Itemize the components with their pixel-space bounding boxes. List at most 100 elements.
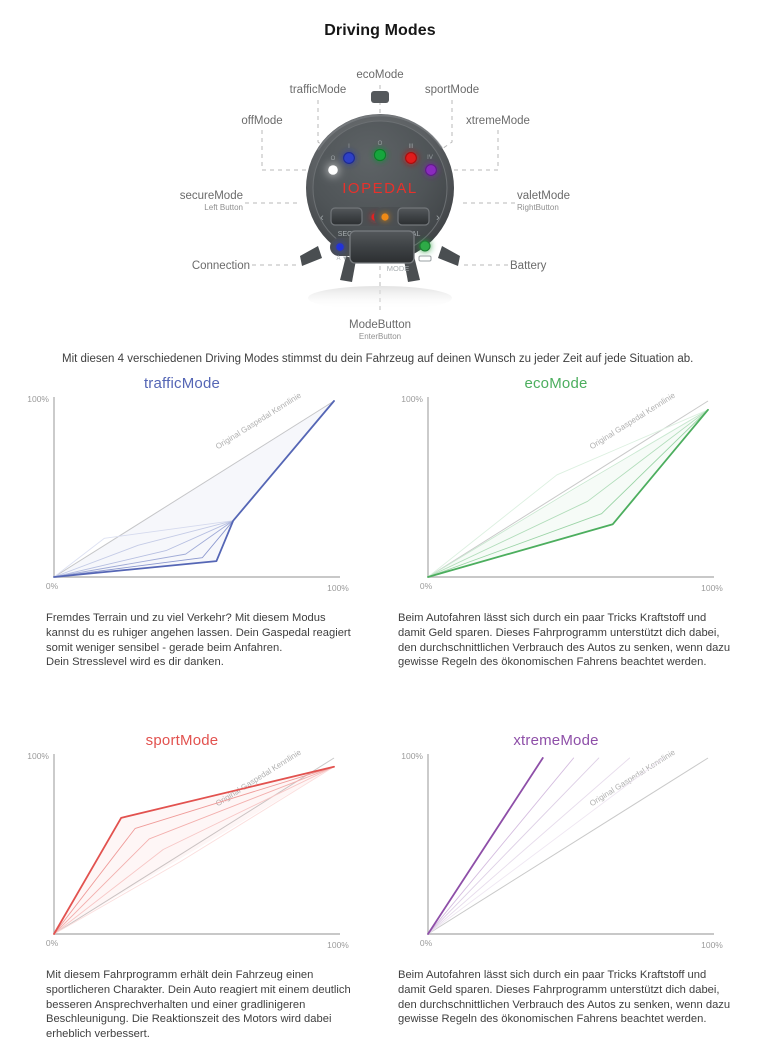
led-marker-O-top: O — [378, 141, 383, 147]
led-connection — [336, 243, 344, 251]
led-eco[interactable] — [373, 148, 387, 162]
x-tick-label-min: 0% — [46, 938, 59, 948]
chart-cell-sport: 100% 0% 100% Original Gaspedal Kennlinie sp… — [14, 732, 362, 1042]
chart-box-eco: 100% 0% 100% Original Gaspedal Kennlinie ec… — [388, 375, 724, 607]
y-tick-label-max: 100% — [401, 751, 423, 761]
chart-title-xtreme: xtremeMode — [513, 732, 599, 750]
chevron-left-icon: ‹ — [320, 212, 324, 224]
chart-box-traffic: 100% 0% 100% Original Gaspedal Kennlinie tr… — [14, 375, 350, 607]
led-battery — [419, 240, 431, 252]
series-line-level-2 — [427, 757, 575, 935]
reference-line — [53, 757, 335, 935]
reference-line — [53, 400, 335, 578]
x-tick-label-min: 0% — [420, 581, 433, 591]
chart-eco: 100%0% 100%Original Gaspedal Kennlinie — [401, 390, 723, 593]
secure-button[interactable] — [330, 207, 363, 226]
series-line-level-2 — [427, 409, 709, 578]
led-cluster — [328, 148, 437, 176]
callout-modebutton: ModeButton — [349, 319, 411, 331]
series-line-level-2 — [53, 766, 335, 935]
led-marker-III: III — [408, 144, 413, 150]
led-valet — [381, 213, 389, 221]
series-line-level-1 — [427, 757, 544, 936]
led-marker-O: O — [331, 156, 336, 162]
x-tick-label-max: 100% — [701, 940, 723, 950]
valet-button[interactable] — [397, 207, 430, 226]
x-tick-label-min: 0% — [46, 581, 59, 591]
callout-traffic: trafficMode — [290, 84, 347, 96]
charts-row-2: 100% 0% 100% Original Gaspedal Kennlinie sp… — [0, 732, 760, 1042]
battery-icon — [418, 255, 432, 262]
series-line-level-1 — [53, 766, 335, 936]
callout-off: offMode — [241, 115, 282, 127]
rocker-row: ‹ SEC › VAL — [320, 207, 440, 238]
led-sport[interactable] — [405, 152, 417, 164]
callout-eco: ecoMode — [356, 69, 403, 81]
callout-valet-sub: RightButton — [517, 203, 559, 212]
chart-traffic: 100%0% 100%Original Gaspedal Kennlinie — [27, 390, 349, 593]
callout-labels: ecoMode trafficMode sportMode offMode xt… — [180, 69, 570, 341]
series-line-level-4 — [53, 766, 335, 935]
intro-text: Mit diesen 4 verschiedenen Driving Modes… — [62, 353, 694, 365]
device-shadow — [308, 286, 452, 310]
led-xtreme[interactable] — [425, 164, 437, 176]
svg-text:Original Gaspedal Kennlinie: Original Gaspedal Kennlinie — [588, 748, 677, 809]
device-top-nub — [371, 91, 389, 103]
device-brand: IOPEDAL — [342, 180, 418, 197]
chart-description-traffic: Fremdes Terrain und zu viel Verkehr? Mit… — [46, 612, 351, 669]
series-fill — [54, 766, 334, 935]
callout-secure-sub: Left Button — [204, 203, 243, 212]
chart-description-eco: Beim Autofahren lässt sich durch ein paa… — [398, 612, 731, 669]
x-tick-label-max: 100% — [327, 583, 349, 593]
led-traffic[interactable] — [343, 152, 355, 164]
series-line-level-3 — [427, 409, 709, 578]
x-tick-label-max: 100% — [327, 940, 349, 950]
mode-button[interactable] — [349, 230, 415, 264]
series-line-level-5 — [53, 766, 335, 935]
charts-grid: 100% 0% 100% Original Gaspedal Kennlinie tr… — [0, 375, 760, 1042]
chart-description-xtreme: Beim Autofahren lässt sich durch ein paa… — [398, 969, 731, 1026]
chart-title-traffic: trafficMode — [143, 375, 221, 392]
series-fill — [428, 409, 708, 577]
y-tick-label-max: 100% — [401, 394, 423, 404]
reference-line — [427, 757, 709, 935]
chart-sport: 100%0% 100%Original Gaspedal Kennlinie — [27, 748, 349, 951]
callout-battery: Battery — [510, 260, 547, 272]
led-marker-IV: IV — [427, 155, 433, 161]
callout-sport: sportMode — [425, 84, 479, 96]
led-off[interactable] — [328, 165, 338, 175]
callout-xtreme: xtremeMode — [466, 115, 530, 127]
charts-row-1: 100% 0% 100% Original Gaspedal Kennlinie tr… — [0, 375, 760, 670]
series-line-level-5 — [427, 757, 664, 935]
driving-modes-page: Driving Modes — [0, 22, 760, 1040]
chart-title-sport: sportMode — [145, 732, 219, 750]
series-line-level-4 — [427, 757, 631, 935]
chart-cell-eco: 100% 0% 100% Original Gaspedal Kennlinie ec… — [388, 375, 736, 670]
series-line-level-3 — [53, 766, 335, 935]
callout-secure: secureMode — [180, 190, 243, 202]
series-line-level-3 — [427, 757, 600, 935]
y-tick-label-max: 100% — [27, 751, 49, 761]
page-title: Driving Modes — [324, 22, 436, 39]
reference-line-label: Original Gaspedal Kennlinie — [588, 748, 677, 809]
y-tick-label-max: 100% — [27, 394, 49, 404]
led-row-markers: I O III IV O — [331, 141, 433, 162]
chart-description-sport: Mit diesem Fahrprogramm erhält dein Fahr… — [46, 969, 351, 1041]
callout-valet: valetMode — [517, 190, 570, 202]
device-svg: I O III IV O IOPEDAL ‹ — [180, 69, 570, 341]
sec-label: SEC — [338, 231, 352, 238]
bottom-row: A ▼ B MODE — [330, 230, 432, 273]
series-fill — [54, 401, 334, 577]
chart-cell-traffic: 100% 0% 100% Original Gaspedal Kennlinie tr… — [14, 375, 362, 670]
bezel-highlight — [317, 114, 443, 151]
series-line-level-5 — [427, 409, 709, 578]
callout-connection: Connection — [192, 260, 250, 272]
chart-box-xtreme: 100% 0% 100% Original Gaspedal Kennlinie xt… — [388, 732, 724, 964]
series-line-level-4 — [427, 409, 709, 578]
mode-label: MODE — [387, 264, 410, 273]
x-tick-label-min: 0% — [420, 938, 433, 948]
device-diagram: I O III IV O IOPEDAL ‹ — [0, 60, 760, 345]
chart-box-sport: 100% 0% 100% Original Gaspedal Kennlinie sp… — [14, 732, 350, 964]
x-tick-label-max: 100% — [701, 583, 723, 593]
ab-label: A ▼ B — [337, 256, 354, 262]
